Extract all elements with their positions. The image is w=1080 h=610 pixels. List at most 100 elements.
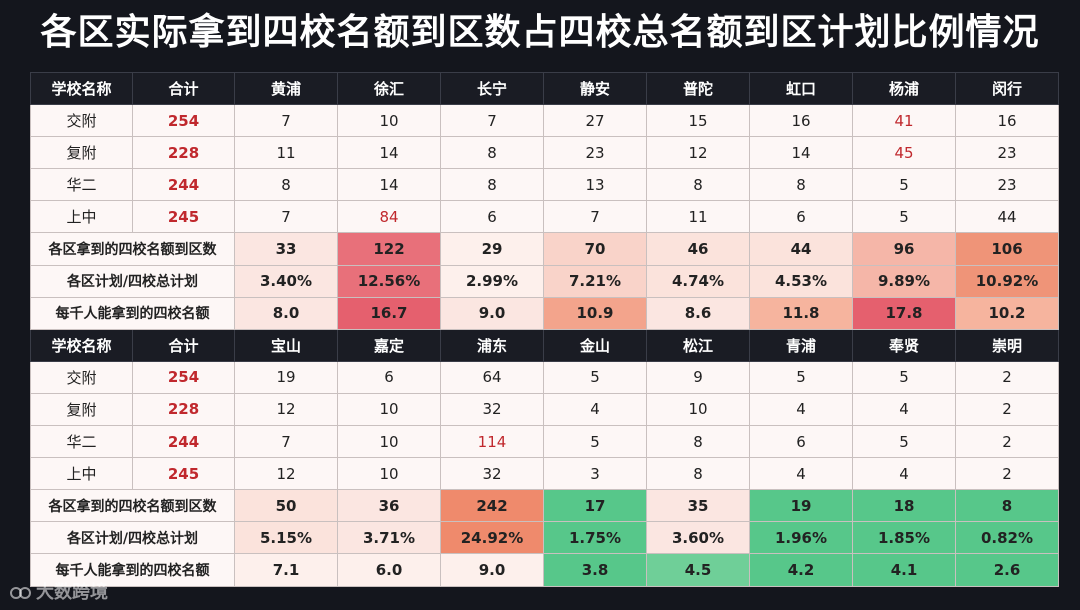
summary-value: 2.6 [955,553,1059,587]
district-value: 19 [234,360,338,394]
district-value: 16 [955,104,1059,138]
district-value: 11 [234,136,338,170]
column-header: 合计 [132,71,235,106]
summary-label: 各区拿到的四校名额到区数 [30,232,235,266]
summary-value: 1.96% [749,521,853,555]
district-value: 23 [955,136,1059,170]
summary-value: 17 [543,489,647,523]
column-header: 徐汇 [337,71,441,106]
district-value: 14 [337,136,441,170]
district-value: 12 [234,392,338,427]
column-header: 普陀 [646,71,750,106]
school-name: 华二 [30,425,133,459]
summary-value: 44 [749,232,853,266]
district-value: 32 [440,392,544,427]
column-header: 学校名称 [30,71,133,106]
district-value: 10 [337,392,441,427]
district-value: 7 [440,104,544,138]
district-value: 12 [646,136,750,170]
summary-value: 2.99% [440,264,544,298]
summary-value: 35 [646,489,750,523]
district-value: 8 [646,457,750,491]
summary-value: 4.2 [749,553,853,587]
school-name: 交附 [30,360,133,394]
table-row: 华二 244 7 10 114 5 8 6 5 2 [30,425,1059,459]
summary-value: 16.7 [337,296,441,330]
header-row: 学校名称 合计 黄浦 徐汇 长宁 静安 普陀 虹口 杨浦 闵行 [30,71,1059,106]
district-value: 8 [646,425,750,459]
column-header: 青浦 [749,328,853,362]
column-header: 奉贤 [852,328,956,362]
watermark: 大数跨境 [10,578,108,604]
district-value: 5 [543,360,647,394]
district-value: 2 [955,457,1059,491]
school-total: 245 [132,457,235,491]
school-total: 244 [132,425,235,459]
district-value: 12 [234,457,338,491]
summary-value: 10.9 [543,296,647,330]
summary-value: 242 [440,489,544,523]
header-row: 学校名称 合计 宝山 嘉定 浦东 金山 松江 青浦 奉贤 崇明 [30,328,1059,362]
summary-label: 每千人能拿到的四校名额 [30,296,235,330]
district-value: 6 [749,425,853,459]
summary-value: 70 [543,232,647,266]
district-value: 23 [543,136,647,170]
summary-label: 各区计划/四校总计划 [30,264,235,298]
district-value: 10 [337,457,441,491]
district-value: 15 [646,104,750,138]
district-value: 4 [749,457,853,491]
district-value: 27 [543,104,647,138]
summary-value: 12.56% [337,264,441,298]
summary-value: 3.71% [337,521,441,555]
district-value: 9 [646,360,750,394]
district-value: 8 [440,136,544,170]
district-value: 6 [440,200,544,234]
summary-value: 46 [646,232,750,266]
school-name: 复附 [30,392,133,427]
district-value: 10 [646,392,750,427]
summary-value: 8.6 [646,296,750,330]
district-value: 6 [337,360,441,394]
district-value: 5 [852,200,956,234]
district-value: 6 [749,200,853,234]
district-value: 10 [337,425,441,459]
summary-value: 8 [955,489,1059,523]
district-value: 5 [543,425,647,459]
summary-value: 17.8 [852,296,956,330]
summary-value: 4.1 [852,553,956,587]
summary-value: 36 [337,489,441,523]
district-value: 114 [440,425,544,459]
district-value: 7 [543,200,647,234]
school-total: 245 [132,200,235,234]
school-total: 228 [132,392,235,427]
column-header: 嘉定 [337,328,441,362]
summary-value: 9.0 [440,296,544,330]
district-value: 7 [234,200,338,234]
column-header: 虹口 [749,71,853,106]
column-header: 浦东 [440,328,544,362]
school-name: 上中 [30,457,133,491]
district-value: 11 [646,200,750,234]
district-value: 4 [543,392,647,427]
summary-label: 各区拿到的四校名额到区数 [30,489,235,523]
district-value: 8 [234,168,338,202]
district-value: 4 [852,392,956,427]
school-total: 228 [132,136,235,170]
summary-value: 96 [852,232,956,266]
summary-value: 6.0 [337,553,441,587]
summary-value: 50 [234,489,338,523]
school-total: 244 [132,168,235,202]
summary-label: 各区计划/四校总计划 [30,521,235,555]
district-value: 8 [440,168,544,202]
summary-value: 29 [440,232,544,266]
column-header: 长宁 [440,71,544,106]
summary-value: 3.8 [543,553,647,587]
district-value: 64 [440,360,544,394]
district-value: 14 [749,136,853,170]
district-value: 8 [749,168,853,202]
summary-value: 4.5 [646,553,750,587]
district-value: 32 [440,457,544,491]
summary-value: 33 [234,232,338,266]
district-value: 8 [646,168,750,202]
district-value: 10 [337,104,441,138]
